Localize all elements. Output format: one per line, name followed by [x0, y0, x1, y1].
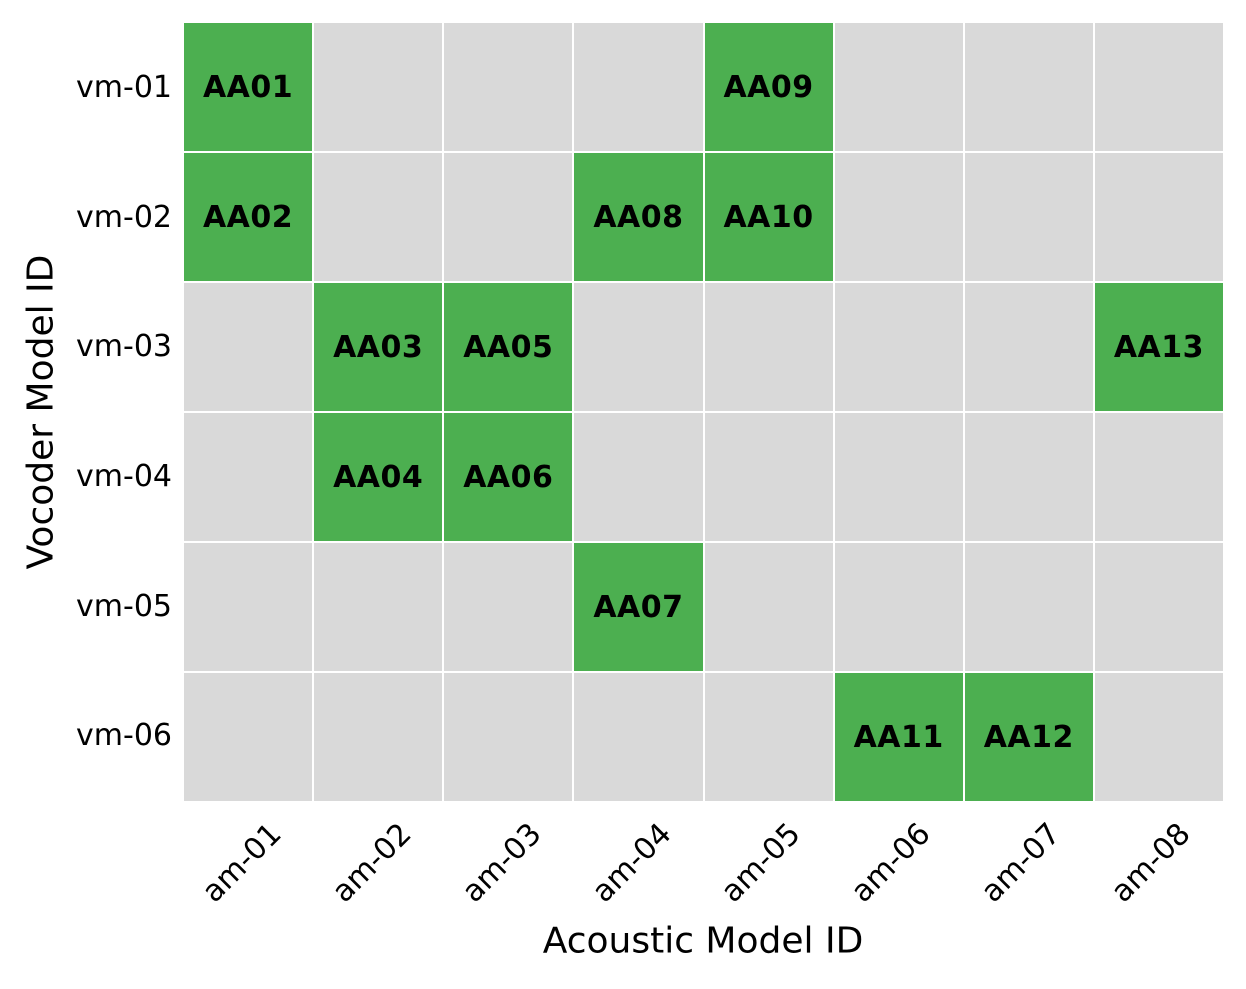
heatmap-cell-am-01-vm-05 — [184, 543, 313, 671]
heatmap-grid: AA01 AA09 AA02 AA08 AA10 AA03 AA05 AA13 AA04 AA06… — [184, 23, 1223, 801]
heatmap-cell-am-02-vm-03: AA03 — [314, 283, 443, 411]
heatmap-cell-am-04-vm-01 — [574, 23, 703, 151]
heatmap-cell-am-04-vm-03 — [574, 283, 703, 411]
x-tick-label-am-04: am-04 — [585, 816, 679, 910]
x-tick-label-am-02: am-02 — [325, 816, 419, 910]
heatmap-cell-am-07-vm-06: AA12 — [964, 673, 1093, 801]
heatmap-cell-am-03-vm-05 — [444, 543, 573, 671]
cell-label-AA04: AA04 — [333, 459, 424, 495]
heatmap-cell-am-05-vm-06 — [704, 673, 833, 801]
x-axis-title: Acoustic Model ID — [542, 920, 864, 962]
x-tick-label-am-03: am-03 — [455, 816, 549, 910]
heatmap-cell-am-07-vm-02 — [964, 153, 1093, 281]
y-axis-title: Vocoder Model ID — [20, 254, 62, 570]
cell-label-AA05: AA05 — [463, 329, 554, 365]
cell-label-AA09: AA09 — [723, 69, 814, 105]
y-tick-label-vm-03: vm-03 — [76, 328, 172, 364]
heatmap-cell-am-06-vm-04 — [834, 413, 963, 541]
heatmap-cell-am-08-vm-01 — [1094, 23, 1223, 151]
x-tick-label-am-07: am-07 — [974, 816, 1068, 910]
cell-label-AA02: AA02 — [202, 199, 294, 235]
cell-label-AA07: AA07 — [593, 589, 684, 625]
y-tick-label-vm-06: vm-06 — [76, 717, 172, 753]
heatmap-cell-am-02-vm-05 — [314, 543, 443, 671]
heatmap-cell-am-03-vm-06 — [444, 673, 573, 801]
heatmap-cell-am-01-vm-03 — [184, 283, 313, 411]
heatmap-cell-am-07-vm-05 — [964, 543, 1093, 671]
cell-label-AA12: AA12 — [983, 719, 1074, 755]
heatmap-cell-am-05-vm-02: AA10 — [704, 153, 833, 281]
y-tick-label-vm-01: vm-01 — [76, 69, 172, 105]
y-tick-label-vm-05: vm-05 — [76, 588, 172, 624]
cell-label-AA06: AA06 — [463, 459, 554, 495]
heatmap-cell-am-03-vm-03: AA05 — [444, 283, 573, 411]
cell-label-AA11: AA11 — [853, 719, 944, 755]
heatmap-cell-am-06-vm-06: AA11 — [834, 673, 963, 801]
heatmap-cell-am-02-vm-01 — [314, 23, 443, 151]
heatmap-cell-am-02-vm-04: AA04 — [314, 413, 443, 541]
heatmap-cell-am-06-vm-05 — [834, 543, 963, 671]
heatmap-cell-am-04-vm-06 — [574, 673, 703, 801]
heatmap-cell-am-08-vm-02 — [1094, 153, 1223, 281]
heatmap-cell-am-05-vm-01: AA09 — [704, 23, 833, 151]
heatmap-cell-am-08-vm-03: AA13 — [1094, 283, 1223, 411]
heatmap-cell-am-03-vm-01 — [444, 23, 573, 151]
heatmap-cell-am-03-vm-04: AA06 — [444, 413, 573, 541]
heatmap-cell-am-07-vm-01 — [964, 23, 1093, 151]
heatmap-cell-am-01-vm-04 — [184, 413, 313, 541]
heatmap-cell-am-04-vm-04 — [574, 413, 703, 541]
cell-label-AA03: AA03 — [333, 329, 424, 365]
x-tick-label-am-08: am-08 — [1104, 816, 1198, 910]
y-tick-label-vm-04: vm-04 — [76, 458, 172, 494]
heatmap-cell-am-04-vm-02: AA08 — [574, 153, 703, 281]
heatmap-cell-am-01-vm-01: AA01 — [184, 23, 313, 151]
x-tick-label-am-05: am-05 — [714, 816, 808, 910]
heatmap-cell-am-05-vm-05 — [704, 543, 833, 671]
heatmap-cell-am-08-vm-05 — [1094, 543, 1223, 671]
heatmap-cell-am-08-vm-04 — [1094, 413, 1223, 541]
heatmap-cell-am-07-vm-03 — [964, 283, 1093, 411]
x-tick-label-am-01: am-01 — [195, 816, 289, 910]
x-tick-label-am-06: am-06 — [844, 816, 938, 910]
heatmap-cell-am-06-vm-03 — [834, 283, 963, 411]
heatmap-cell-am-03-vm-02 — [444, 153, 573, 281]
heatmap-cell-am-06-vm-01 — [834, 23, 963, 151]
heatmap-cell-am-07-vm-04 — [964, 413, 1093, 541]
heatmap-cell-am-02-vm-06 — [314, 673, 443, 801]
heatmap-cell-am-08-vm-06 — [1094, 673, 1223, 801]
heatmap-cell-am-05-vm-03 — [704, 283, 833, 411]
heatmap-cell-am-01-vm-06 — [184, 673, 313, 801]
heatmap-cell-am-06-vm-02 — [834, 153, 963, 281]
cell-label-AA10: AA10 — [723, 199, 814, 235]
y-tick-label-vm-02: vm-02 — [76, 199, 172, 235]
cell-label-AA01: AA01 — [202, 69, 294, 105]
cell-label-AA08: AA08 — [593, 199, 684, 235]
cell-label-AA13: AA13 — [1113, 329, 1205, 365]
heatmap-cell-am-04-vm-05: AA07 — [574, 543, 703, 671]
heatmap-cell-am-01-vm-02: AA02 — [184, 153, 313, 281]
heatmap-cell-am-05-vm-04 — [704, 413, 833, 541]
heatmap-cell-am-02-vm-02 — [314, 153, 443, 281]
